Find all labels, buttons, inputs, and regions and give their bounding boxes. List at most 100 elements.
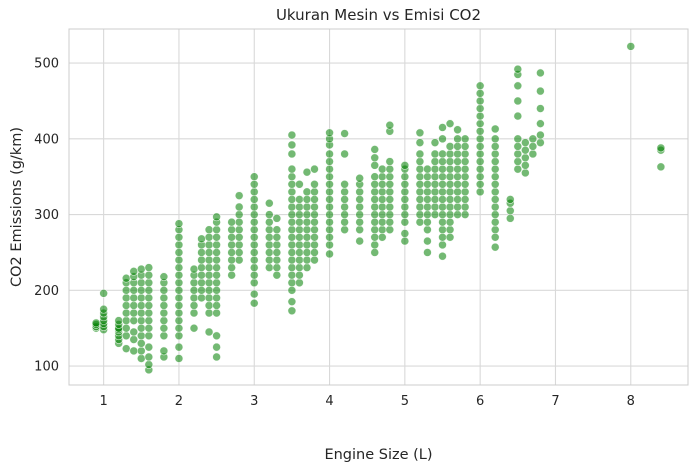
data-point [325,232,334,242]
data-point [302,232,312,242]
data-point [423,236,432,246]
data-point [513,134,523,144]
data-point [340,149,349,159]
data-point [272,255,282,265]
data-point [204,278,214,288]
data-point [438,164,447,174]
data-point [430,157,440,166]
data-point [287,270,297,280]
data-point [197,270,206,280]
data-point [445,179,455,189]
data-point [460,187,470,197]
data-point [415,138,425,147]
data-point [453,149,462,159]
data-point [295,210,304,219]
data-point [121,308,131,318]
data-point [400,202,410,212]
x-axis-ticks: 1 2 3 4 5 6 7 8 [99,394,634,409]
data-point [227,232,236,242]
data-point [475,111,485,121]
data-point [136,331,146,341]
data-point [475,81,485,91]
data-point [438,217,447,227]
data-point [490,187,500,197]
data-point [377,225,387,235]
data-point [325,164,334,174]
data-point [136,264,146,274]
data-point [99,304,108,314]
x-axis-label: Engine Size (L) [324,447,432,463]
data-point [265,240,274,250]
data-point [295,270,304,280]
data-point [310,187,319,197]
data-point [234,202,244,212]
data-point [490,202,500,212]
data-point [430,202,440,212]
data-point [144,278,154,288]
data-point [340,202,349,212]
data-point [189,264,199,274]
data-point [355,202,364,212]
data-point [227,217,236,227]
data-point [265,210,274,219]
data-point [453,142,462,151]
data-point [287,278,297,288]
data-point [490,225,500,235]
data-point [445,225,455,235]
data-point [460,172,470,182]
plot-frame [68,28,689,386]
data-point [513,149,523,159]
data-point [415,172,425,182]
data-point [212,342,221,352]
data-point [370,187,380,197]
data-point [438,187,447,197]
data-point [536,130,545,140]
data-point [144,308,154,318]
data-point [159,286,169,295]
data-point [272,240,282,250]
data-point [174,240,184,250]
data-point [370,145,380,154]
data-point [475,157,485,166]
data-point [302,240,312,250]
data-point [249,225,259,235]
data-point [438,179,447,189]
data-point [490,195,500,204]
data-point [174,342,184,352]
data-point [377,232,387,242]
data-point [227,248,236,257]
data-point [377,187,387,197]
data-point [453,202,462,212]
data-point [249,179,259,189]
data-point [385,195,395,204]
data-point [536,86,545,96]
data-point [249,240,259,250]
data-point [370,195,380,204]
data-point [302,225,312,235]
data-point [159,293,169,303]
data-point [370,153,380,163]
data-point [377,210,387,219]
data-point [310,232,319,242]
data-point [430,172,440,182]
data-point [302,202,312,212]
data-point [174,232,184,242]
data-point [415,157,425,166]
data-point [490,142,500,151]
data-point [385,187,395,197]
data-point [656,162,666,172]
data-point [415,195,425,204]
data-point [121,286,131,295]
data-point [355,217,364,227]
data-point [475,104,485,113]
data-point [295,217,304,227]
x-tick-label: 5 [401,394,409,409]
data-point [212,352,221,362]
data-point [287,172,297,182]
data-point [445,187,455,197]
data-point [249,255,259,265]
data-point [136,286,146,295]
data-point [129,308,139,318]
data-point [212,278,221,288]
data-point [377,179,387,189]
